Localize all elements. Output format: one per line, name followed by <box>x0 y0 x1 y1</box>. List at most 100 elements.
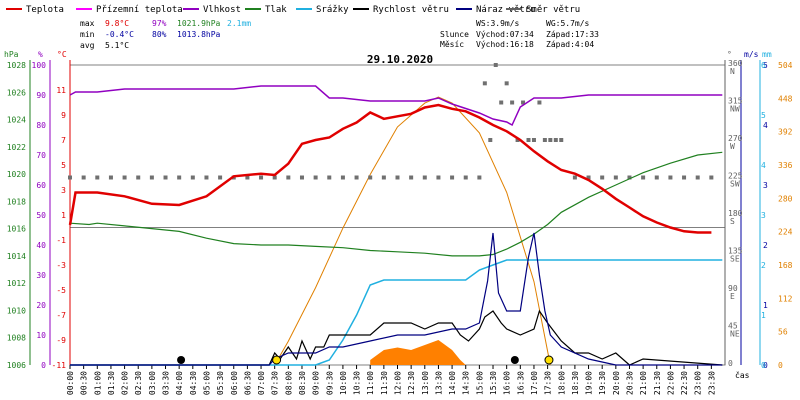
radiation-tick-label: 448 <box>778 94 793 103</box>
x-tick-label: 20:00 <box>612 371 621 395</box>
direction-tick-label: 0 <box>728 359 733 368</box>
series-wind-gust <box>70 232 723 366</box>
x-tick-label: 14:30 <box>462 371 471 395</box>
direction-tick-label: 360 <box>728 59 743 68</box>
x-tick-label: 14:00 <box>448 371 457 395</box>
stats-min-press: 1013.8hPa <box>177 30 221 39</box>
humidity-tick-label: 60 <box>36 181 46 190</box>
x-tick-label: 11:30 <box>380 371 389 395</box>
legend-smer-vetru: Směr větru <box>526 5 580 15</box>
direction-tick-label: 270 <box>728 134 743 143</box>
wind-tick-label: 1 <box>763 301 768 310</box>
wind-dir-point <box>204 175 209 180</box>
wind-dir-point <box>163 175 168 180</box>
rain-tick-label: 1 <box>761 311 766 320</box>
stats-max-hum: 97% <box>152 19 167 28</box>
x-tick-label: 04:00 <box>175 371 184 395</box>
x-tick-label: 10:30 <box>353 371 362 395</box>
x-tick-label: 07:30 <box>271 371 280 395</box>
humidity-tick-label: 20 <box>36 301 46 310</box>
wind-dir-point <box>521 100 526 105</box>
stats-min-hum: 80% <box>152 30 167 39</box>
radiation-tick-label: 504 <box>778 61 793 70</box>
wind-dir-point <box>259 175 264 180</box>
stats-avg-label: avg <box>80 41 95 50</box>
series-temperature <box>68 103 712 234</box>
direction-compass-label: S <box>730 217 735 226</box>
pressure-tick-label: 1016 <box>7 225 26 234</box>
wind-dir-point <box>695 175 700 180</box>
x-tick-label: 00:30 <box>80 371 89 395</box>
wind-dir-point <box>499 100 504 105</box>
pressure-tick-label: 1022 <box>7 143 26 152</box>
wind-tick-label: 5 <box>763 61 768 70</box>
direction-tick-label: 315 <box>728 97 743 106</box>
rain-unit: mm <box>762 50 772 59</box>
wind-dir-point <box>668 175 673 180</box>
wind-dir-point <box>436 175 441 180</box>
x-tick-label: 20:30 <box>625 371 634 395</box>
series-rain-total <box>70 259 723 366</box>
radiation-tick-label: 336 <box>778 161 793 170</box>
temperature-tick-label: -1 <box>56 236 66 245</box>
wind-dir-point <box>286 175 291 180</box>
wind-dir-point <box>542 138 547 142</box>
wind-dir-point <box>409 175 414 180</box>
direction-compass-label: E <box>730 292 735 301</box>
x-tick-label: 18:00 <box>557 371 566 395</box>
wind-dir-point <box>600 175 605 180</box>
radiation-tick-label: 56 <box>778 328 788 337</box>
moonrise-marker <box>510 356 519 364</box>
x-tick-label: 03:00 <box>148 371 157 395</box>
temperature-tick-label: 7 <box>61 136 66 145</box>
x-tick-label: 21:00 <box>639 371 648 395</box>
wind-dir-point <box>381 175 386 180</box>
direction-compass-label: NE <box>730 330 740 339</box>
pressure-tick-label: 1012 <box>7 279 26 288</box>
legend: Teplota Přízemní teplota Vlhkost Tlak Sr… <box>6 5 580 15</box>
x-tick-label: 17:30 <box>544 371 553 395</box>
x-tick-label: 23:00 <box>694 371 703 395</box>
wind-dir-point <box>177 175 182 180</box>
direction-unit: ° <box>727 50 732 59</box>
info-sun-label: Slunce <box>440 30 469 39</box>
wind-dir-point <box>493 63 498 67</box>
wind-dir-point <box>537 100 542 105</box>
stats-rain: 2.1mm <box>227 19 251 28</box>
stats-max-temp: 9.8°C <box>105 19 129 28</box>
x-tick-label: 17:00 <box>530 371 539 395</box>
x-tick-label: 09:00 <box>312 371 321 395</box>
x-tick-label: 06:00 <box>230 371 239 395</box>
info-sun-rise: Východ:07:34 <box>476 30 534 39</box>
wind-dir-point <box>136 175 141 180</box>
direction-compass-label: SW <box>730 180 740 189</box>
humidity-tick-label: 50 <box>36 211 46 220</box>
wind-dir-point <box>354 175 359 180</box>
temperature-tick-label: 3 <box>61 186 66 195</box>
wind-dir-point <box>450 175 455 180</box>
plot-area <box>68 63 723 366</box>
direction-compass-label: W <box>730 142 735 151</box>
wind-dir-point <box>627 175 632 180</box>
wind-dir-point <box>526 138 531 142</box>
direction-compass-label: N <box>730 67 735 76</box>
radiation-tick-label: 112 <box>778 294 793 303</box>
sunrise-marker <box>272 355 282 365</box>
wind-dir-point <box>149 175 154 180</box>
wind-dir-point <box>190 175 195 180</box>
wind-tick-label: 3 <box>763 181 768 190</box>
x-tick-label: 18:30 <box>571 371 580 395</box>
stats-block: max 9.8°C 97% 1021.9hPa 2.1mm min -0.4°C… <box>80 19 251 50</box>
radiation-tick-label: 224 <box>778 228 793 237</box>
x-tick-label: 09:30 <box>325 371 334 395</box>
x-tick-label: 13:30 <box>434 371 443 395</box>
rain-tick-label: 2 <box>761 261 766 270</box>
x-tick-label: 22:30 <box>680 371 689 395</box>
x-tick-label: 01:00 <box>93 371 102 395</box>
series-wind-speed <box>70 309 723 366</box>
wind-tick-label: 2 <box>763 241 768 250</box>
temperature-tick-label: 11 <box>56 86 66 95</box>
x-tick-label: 11:00 <box>366 371 375 395</box>
pressure-tick-label: 1008 <box>7 334 26 343</box>
